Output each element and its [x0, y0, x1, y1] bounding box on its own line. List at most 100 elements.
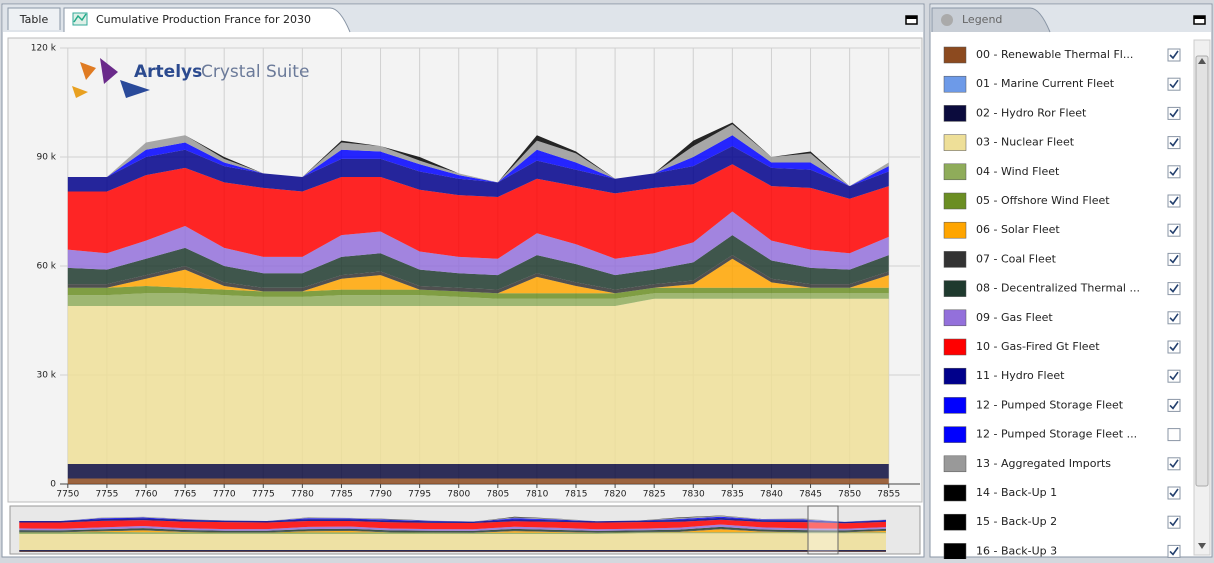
legend-label: 10 - Gas-Fired Gt Fleet [976, 340, 1100, 353]
legend-checkbox[interactable] [1167, 340, 1181, 354]
legend-checkbox[interactable] [1167, 194, 1181, 208]
scroll-up[interactable] [1198, 58, 1206, 64]
logo-star [100, 58, 118, 84]
chart-tab-label[interactable]: Cumulative Production France for 2030 [96, 13, 311, 26]
legend-checkbox[interactable] [1167, 48, 1181, 62]
legend-checkbox[interactable] [1167, 311, 1181, 325]
legend-checkbox[interactable] [1167, 77, 1181, 91]
legend-swatch [943, 75, 967, 93]
legend-checkbox[interactable] [1167, 223, 1181, 237]
x-tick-label: 7830 [682, 490, 705, 500]
y-tick-label: 120 k [31, 44, 57, 54]
legend-label: 04 - Wind Fleet [976, 165, 1060, 178]
x-tick-label: 7815 [565, 490, 588, 500]
legend-check [1169, 50, 1179, 60]
legend-checkbox[interactable] [1167, 106, 1181, 120]
legend-swatch [943, 134, 967, 151]
scroll-down[interactable] [1198, 543, 1206, 549]
navigator-plot [19, 515, 886, 552]
legend-check [1169, 79, 1179, 89]
navigator-area [19, 519, 886, 530]
legend-check [1169, 138, 1179, 147]
navigator-window[interactable] [807, 505, 839, 555]
x-tick-label: 7790 [369, 490, 392, 500]
table-tab-label[interactable]: Table [19, 13, 49, 26]
x-tick-label: 7795 [408, 490, 431, 500]
x-tick-label: 7760 [135, 490, 158, 500]
legend-checkbox[interactable] [1167, 457, 1181, 471]
legend-swatch [943, 280, 967, 297]
legend-checkbox[interactable] [1167, 165, 1181, 179]
navigator-area [19, 532, 886, 534]
table-tab[interactable] [7, 7, 61, 30]
legend-label: 12 - Pumped Storage Fleet ... [976, 428, 1137, 441]
legend-checkbox[interactable] [1167, 515, 1181, 529]
logo-star [72, 86, 88, 98]
legend-checkbox[interactable] [1167, 252, 1181, 266]
x-tick-label: 7855 [877, 490, 900, 500]
plot: 0 30 k 60 k 90 k 120 k 7750 7755 7760 7765 7770 77… [31, 44, 920, 500]
legend-checkbox[interactable] [1167, 369, 1181, 383]
legend-tab[interactable] [931, 7, 1051, 33]
legend-swatch [943, 192, 967, 210]
legend-check [1169, 459, 1179, 469]
legend-panel [929, 3, 1213, 558]
area [67, 258, 889, 294]
legend-check [1169, 225, 1179, 235]
legend-tab-icon [941, 14, 953, 26]
area [67, 298, 889, 465]
logo-star [80, 62, 96, 80]
logo-product: Crystal Suite [201, 62, 309, 82]
area [67, 464, 889, 479]
legend-swatch [943, 46, 967, 64]
x-tick-label: 7765 [174, 490, 197, 500]
navigator-area [19, 517, 886, 524]
area [67, 164, 889, 259]
legend-swatch [943, 105, 967, 122]
x-tick-label: 7785 [330, 490, 353, 500]
area [67, 478, 889, 484]
legend-label: 15 - Back-Up 2 [976, 515, 1057, 528]
navigator-area [19, 524, 886, 531]
navigator-area [19, 549, 886, 552]
legend-label: 11 - Hydro Fleet [976, 369, 1065, 382]
legend-label: 02 - Hydro Ror Fleet [976, 106, 1087, 119]
legend-swatch [943, 455, 967, 473]
legend-check [1169, 284, 1179, 293]
legend-tab-label[interactable]: Legend [962, 13, 1002, 26]
area [67, 235, 889, 290]
legend-checkbox[interactable] [1167, 398, 1181, 412]
scrollbar-thumb[interactable] [1195, 55, 1209, 487]
x-tick-label: 7750 [56, 490, 79, 500]
chart-tab-icon-line [73, 13, 87, 23]
legend-checkbox[interactable] [1167, 486, 1181, 500]
y-tick-label: 60 k [36, 262, 56, 272]
navigator-area [19, 533, 886, 550]
x-tick-label: 7845 [799, 490, 822, 500]
legend-checkbox[interactable] [1167, 428, 1181, 442]
x-tick-label: 7810 [525, 490, 548, 500]
x-tick-label: 7835 [721, 490, 744, 500]
x-tick-label: 7840 [760, 490, 783, 500]
legend-checkbox[interactable] [1167, 544, 1181, 558]
area [67, 285, 889, 299]
legend-check [1169, 196, 1179, 206]
x-tick-label: 7805 [486, 490, 509, 500]
legend-label: 03 - Nuclear Fleet [976, 136, 1075, 149]
x-tick-label: 7850 [838, 490, 861, 500]
logo: Artelys Crystal Suite [72, 58, 309, 98]
legend-check [1169, 254, 1179, 264]
legend-check [1169, 371, 1179, 381]
legend-check [1169, 313, 1179, 323]
legend-checkbox[interactable] [1167, 282, 1181, 296]
legend-check [1169, 167, 1179, 177]
legend-check [1169, 488, 1179, 498]
legend-checkbox[interactable] [1167, 136, 1181, 150]
legend-label: 07 - Coal Fleet [976, 252, 1057, 265]
chart-tab[interactable] [63, 7, 351, 33]
legend-check [1169, 517, 1179, 527]
legend-check [1169, 400, 1179, 410]
navigator-area [19, 532, 886, 535]
legend-swatch [943, 338, 967, 356]
